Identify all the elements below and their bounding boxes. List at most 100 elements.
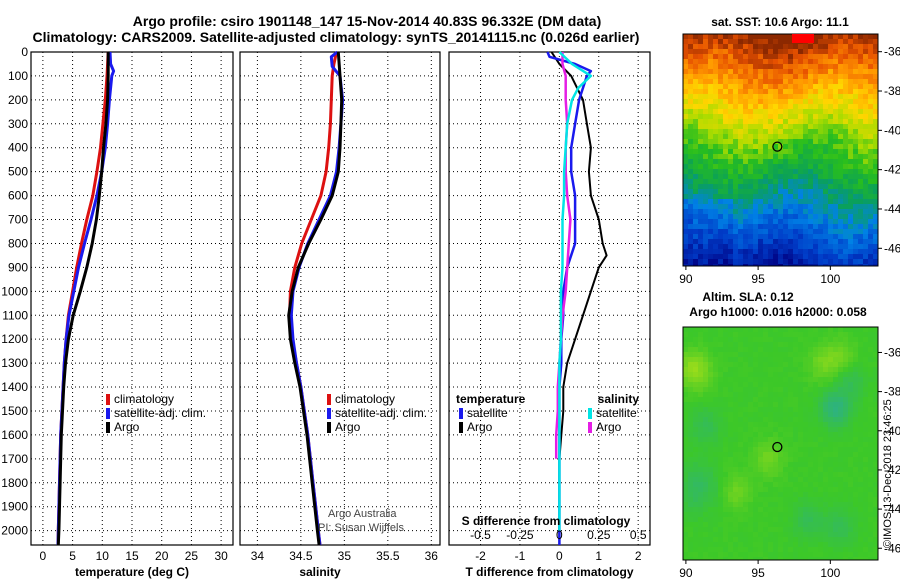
map-cell	[858, 372, 864, 378]
map-cell	[858, 144, 864, 150]
map-frame	[682, 33, 879, 267]
map-cell	[873, 327, 879, 333]
map-cell	[713, 109, 719, 115]
map-cell	[743, 422, 749, 428]
map-cell	[708, 79, 714, 85]
map-cell	[728, 487, 734, 493]
map-cell	[683, 249, 689, 255]
map-cell	[728, 229, 734, 235]
map-cell	[838, 502, 844, 508]
map-cell	[743, 39, 749, 45]
map-cell	[763, 332, 769, 338]
map-cell	[723, 264, 729, 267]
map-cell	[713, 377, 719, 383]
map-cell	[813, 552, 819, 558]
map-cell	[713, 164, 719, 170]
map-cell	[868, 557, 874, 561]
map-cell	[873, 119, 879, 125]
map-cell	[703, 367, 709, 373]
map-cell	[828, 507, 834, 513]
map-cell	[858, 239, 864, 245]
map-cell	[748, 372, 754, 378]
map-cell	[683, 537, 689, 543]
map-cell	[773, 59, 779, 65]
map-cell	[813, 104, 819, 110]
map-cell	[868, 342, 874, 348]
map-cell	[743, 139, 749, 145]
map-cell	[738, 64, 744, 70]
map-cell	[833, 432, 839, 438]
map-cell	[793, 189, 799, 195]
map-cell	[863, 69, 869, 75]
map-cell	[688, 89, 694, 95]
map-cell	[758, 194, 764, 200]
map-cell	[773, 442, 779, 448]
map-cell	[713, 417, 719, 423]
map-cell	[748, 497, 754, 503]
map-cell	[848, 94, 854, 100]
map-cell	[813, 64, 819, 70]
map-cell	[843, 74, 849, 80]
map-cell	[823, 249, 829, 255]
map-cell	[713, 184, 719, 190]
map-cell	[763, 199, 769, 205]
map-cell	[803, 532, 809, 538]
map-cell	[808, 189, 814, 195]
map-cell	[683, 209, 689, 215]
map-cell	[763, 337, 769, 343]
map-cell	[698, 184, 704, 190]
map-cell	[818, 84, 824, 90]
map-cell	[758, 497, 764, 503]
map-cell	[708, 159, 714, 165]
map-cell	[828, 139, 834, 145]
map-cell	[688, 209, 694, 215]
map-cell	[858, 254, 864, 260]
map-cell	[743, 59, 749, 65]
map-cell	[713, 149, 719, 155]
map-cell	[733, 512, 739, 518]
map-cell	[753, 362, 759, 368]
legend-label: climatology	[335, 392, 395, 406]
map-cell	[783, 249, 789, 255]
map-cell	[728, 492, 734, 498]
map-cell	[838, 517, 844, 523]
map-cell	[783, 447, 789, 453]
map-cell	[738, 387, 744, 393]
map-cell	[758, 352, 764, 358]
map-cell	[848, 179, 854, 185]
map-cell	[838, 367, 844, 373]
map-cell	[723, 402, 729, 408]
map-cell	[768, 114, 774, 120]
map-cell	[748, 332, 754, 338]
map-cell	[728, 224, 734, 230]
map-cell	[848, 532, 854, 538]
map-cell	[828, 159, 834, 165]
map-cell	[713, 332, 719, 338]
legend-swatch	[327, 408, 331, 419]
map-cell	[713, 502, 719, 508]
map-cell	[718, 244, 724, 250]
map-cell	[793, 327, 799, 333]
map-cell	[763, 502, 769, 508]
map-cell	[788, 59, 794, 65]
map-cell	[868, 179, 874, 185]
map-cell	[748, 64, 754, 70]
map-cell	[788, 387, 794, 393]
map-cell	[738, 352, 744, 358]
map-cell	[818, 537, 824, 543]
map-cell	[788, 527, 794, 533]
map-cell	[808, 44, 814, 50]
map-cell	[793, 64, 799, 70]
map-cell	[798, 74, 804, 80]
map-cell	[753, 427, 759, 433]
map-cell	[873, 432, 879, 438]
map-cell	[688, 467, 694, 473]
map-cell	[718, 537, 724, 543]
map-cell	[823, 199, 829, 205]
map-cell	[788, 249, 794, 255]
map-cell	[798, 89, 804, 95]
map-cell	[773, 79, 779, 85]
map-cell	[708, 129, 714, 135]
map-cell	[833, 392, 839, 398]
map-cell	[868, 352, 874, 358]
